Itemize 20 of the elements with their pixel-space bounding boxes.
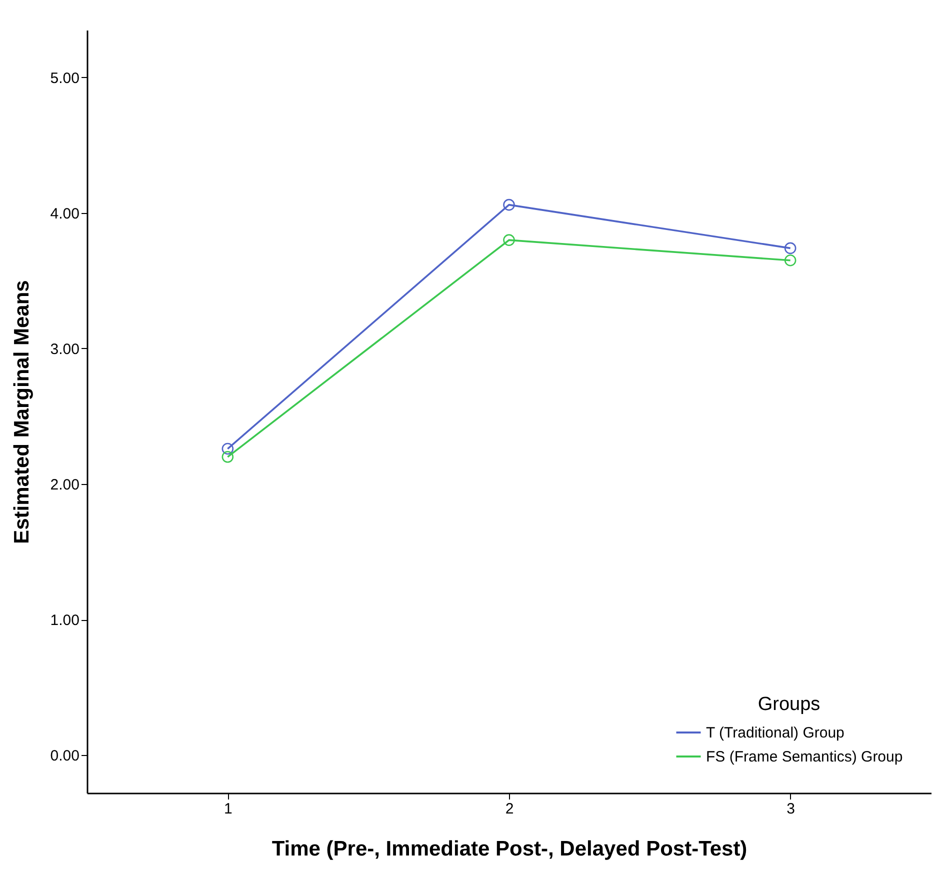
y-tick-label: 5.00 bbox=[50, 70, 80, 87]
x-tick-label: 2 bbox=[505, 800, 514, 818]
y-tick-label: 3.00 bbox=[50, 340, 80, 358]
y-tick-label: 2.00 bbox=[50, 476, 80, 494]
point bbox=[503, 234, 515, 246]
x-tick-label: 3 bbox=[786, 800, 796, 818]
y-tick-label: 4.00 bbox=[50, 205, 80, 222]
point bbox=[784, 254, 796, 266]
x-tick-label: 1 bbox=[224, 800, 232, 818]
legend-title: Groups bbox=[758, 694, 820, 715]
point bbox=[503, 198, 515, 211]
legend-label: FS (Frame Semantics) Group bbox=[706, 748, 903, 766]
point bbox=[222, 442, 234, 455]
y-tick-label: 0.00 bbox=[50, 748, 80, 765]
y-tick-label: 1.00 bbox=[50, 612, 80, 630]
point bbox=[784, 242, 796, 254]
legend-label: T (Traditional) Group bbox=[706, 724, 844, 742]
y-axis-title: Estimated Marginal Means bbox=[10, 280, 34, 544]
point bbox=[222, 451, 234, 463]
x-axis-title: Time (Pre-, Immediate Post-, Delayed Post-Test) bbox=[272, 838, 748, 860]
